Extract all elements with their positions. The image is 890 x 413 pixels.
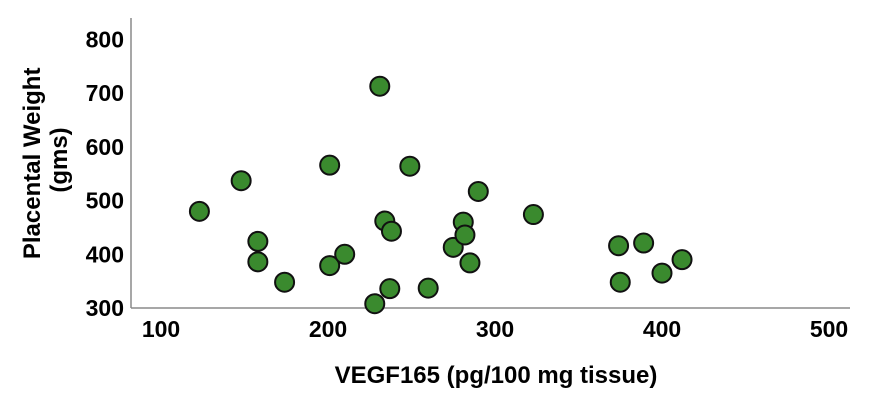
- data-point: [522, 204, 544, 226]
- data-point: [417, 277, 439, 299]
- data-point: [671, 249, 693, 271]
- data-point: [459, 252, 481, 274]
- data-point: [608, 235, 630, 257]
- x-axis-title: VEGF165 (pg/100 mg tissue): [335, 362, 658, 389]
- y-tick-label: 400: [86, 241, 124, 267]
- x-tick-label: 500: [810, 316, 848, 342]
- data-point: [319, 154, 341, 176]
- y-axis-title-line-1: Placental Weight: [19, 68, 46, 260]
- data-point: [247, 230, 269, 252]
- data-points: [188, 75, 693, 315]
- x-tick-labels: 100 200 300 400 500: [142, 316, 848, 342]
- y-tick-labels: 300 400 500 600 700 800: [86, 27, 124, 322]
- y-tick-label: 300: [86, 295, 124, 321]
- data-point: [379, 278, 401, 300]
- data-point: [364, 293, 386, 315]
- x-tick-label: 100: [142, 316, 180, 342]
- data-point: [188, 200, 210, 222]
- y-axis-title-line-2: (gms): [46, 127, 73, 192]
- x-tick-label: 400: [643, 316, 681, 342]
- data-point: [651, 262, 673, 284]
- y-tick-label: 600: [86, 134, 124, 160]
- x-tick-label: 200: [309, 316, 347, 342]
- y-tick-label: 800: [86, 27, 124, 53]
- y-tick-label: 500: [86, 188, 124, 214]
- data-point: [399, 155, 421, 177]
- data-point: [230, 170, 252, 192]
- y-axis-title: Placental Weight (gms): [19, 61, 73, 259]
- data-point: [380, 220, 402, 242]
- data-point: [274, 271, 296, 293]
- data-point: [454, 224, 476, 246]
- data-point: [609, 271, 631, 293]
- data-point: [467, 180, 489, 202]
- y-tick-label: 700: [86, 80, 124, 106]
- x-tick-label: 300: [476, 316, 514, 342]
- data-point: [369, 75, 391, 97]
- data-point: [247, 251, 269, 273]
- data-point: [334, 243, 356, 265]
- data-point: [319, 255, 341, 277]
- data-point: [633, 232, 655, 254]
